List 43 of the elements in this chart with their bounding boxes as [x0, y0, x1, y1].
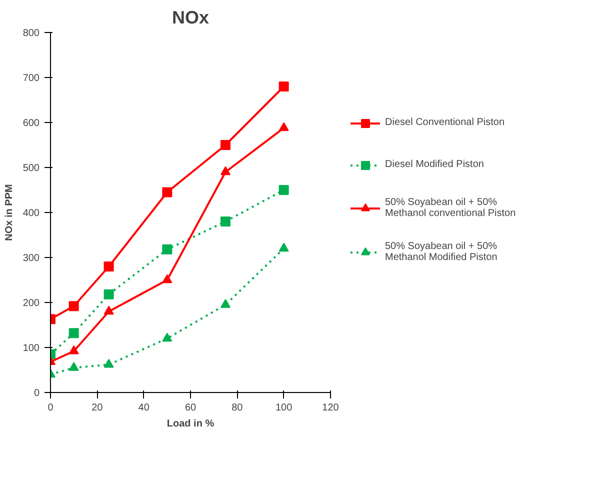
point: [104, 306, 114, 315]
legend-label: Diesel Modified Piston: [385, 159, 484, 170]
point: [104, 289, 114, 300]
x-tick-label: 80: [232, 402, 244, 414]
point: [278, 82, 289, 92]
point: [68, 345, 79, 354]
chart-title: NOx: [172, 8, 210, 28]
point: [220, 140, 230, 150]
y-tick-label: 0: [34, 388, 40, 399]
point: [162, 274, 172, 284]
y-axis-title: NOx in PPM: [4, 184, 15, 241]
point: [68, 362, 79, 371]
point: [104, 262, 114, 272]
x-tick-label: 120: [322, 402, 340, 414]
y-tick-label: 600: [22, 118, 40, 129]
x-tick-label: 0: [48, 402, 54, 414]
y-tick-label: 500: [22, 163, 40, 174]
y-tick-label: 800: [22, 28, 40, 39]
legend-label: 50% Soyabean oil + 50% Methanol conventional Piston: [385, 196, 516, 218]
x-tick-label: 40: [138, 402, 150, 414]
x-axis-title: Load in %: [166, 418, 214, 430]
y-tick-label: 400: [22, 208, 40, 219]
y-tick-label: 700: [22, 73, 40, 84]
x-tick-label: 20: [92, 402, 104, 414]
legend-label: 50% Soyabean oil + 50% Methanol Modified Piston: [385, 240, 498, 262]
point: [278, 242, 289, 252]
point: [162, 244, 172, 254]
y-tick-label: 100: [22, 343, 40, 354]
point: [68, 328, 79, 338]
x-tick-label: 60: [184, 402, 196, 414]
y-tick-label: 300: [22, 253, 40, 264]
x-tick-label: 100: [275, 402, 293, 414]
legend-label: Diesel Conventional Piston: [385, 117, 505, 128]
point: [68, 301, 79, 312]
point: [220, 299, 230, 308]
point: [220, 166, 230, 176]
point: [278, 122, 289, 131]
point: [104, 358, 114, 368]
point: [162, 187, 172, 198]
point: [162, 332, 172, 342]
point: [220, 216, 230, 226]
y-tick-label: 200: [22, 298, 40, 309]
point: [278, 185, 289, 195]
